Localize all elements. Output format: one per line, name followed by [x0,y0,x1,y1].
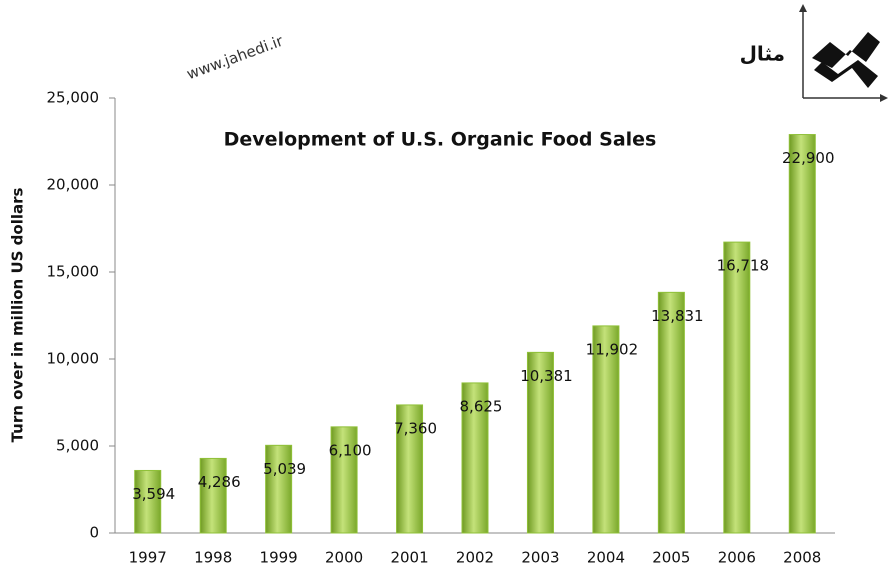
value-label: 4,286 [198,473,241,491]
value-label: 11,902 [586,340,639,358]
badge-label: مثال [740,42,785,66]
x-tick-label: 1997 [129,549,167,567]
value-label: 6,100 [329,441,372,459]
value-label: 16,718 [717,257,770,275]
value-label: 5,039 [263,460,306,478]
x-tick-label: 2003 [521,549,559,567]
value-label: 22,900 [782,149,835,167]
bar [592,325,620,534]
x-tick-label: 2006 [718,549,756,567]
value-label: 7,360 [394,419,437,437]
bar [330,426,358,534]
bar [134,469,162,534]
y-tick-label: 10,000 [47,350,100,368]
x-tick-label: 1998 [194,549,232,567]
bar [723,241,751,534]
x-tick-label: 2005 [652,549,690,567]
y-tick-label: 25,000 [47,89,100,107]
bar [396,404,424,534]
y-tick-label: 20,000 [47,176,100,194]
y-axis-title: Turn over in million US dollars [9,188,27,443]
bar [199,457,227,534]
bar [788,134,816,534]
value-label: 10,381 [520,367,573,385]
x-tick-label: 1999 [260,549,298,567]
x-tick-label: 2002 [456,549,494,567]
chart-title: Development of U.S. Organic Food Sales [224,129,657,151]
bar [657,291,685,534]
value-label: 3,594 [132,485,175,503]
value-label: 8,625 [460,397,503,415]
x-tick-label: 2008 [783,549,821,567]
y-tick-label: 0 [89,524,99,542]
x-tick-label: 2001 [390,549,428,567]
y-tick-label: 5,000 [56,437,99,455]
bar [265,444,293,534]
y-tick-label: 15,000 [47,263,100,281]
bar [526,351,554,534]
value-label: 13,831 [651,307,704,325]
watermark: www.jahedi.ir [184,32,286,84]
bar [461,382,489,534]
x-tick-label: 2004 [587,549,625,567]
x-tick-label: 2000 [325,549,363,567]
badge-icon [799,4,888,102]
